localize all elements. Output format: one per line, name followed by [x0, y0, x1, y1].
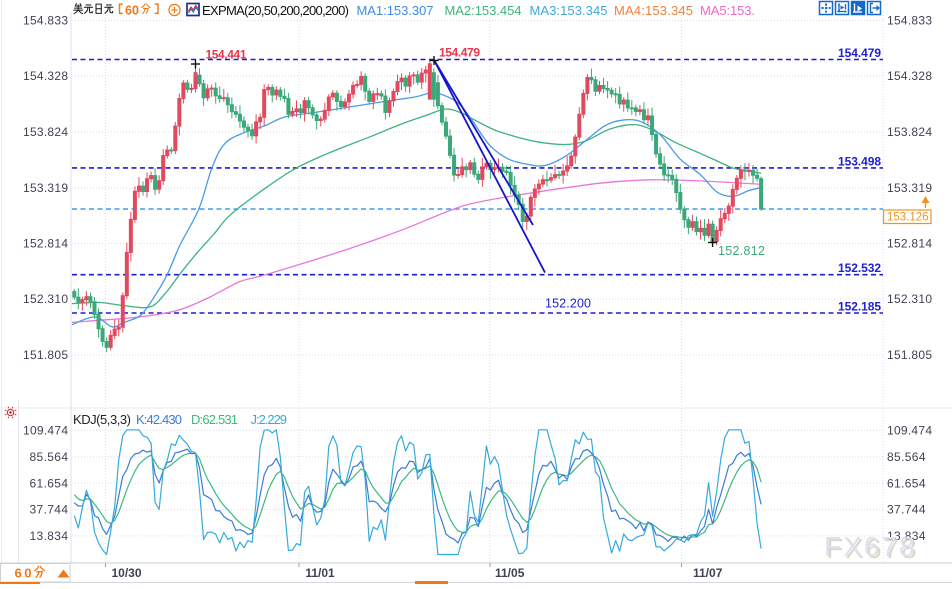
svg-text:11/01: 11/01: [305, 566, 335, 580]
svg-text:MA4:153.345: MA4:153.345: [614, 3, 693, 18]
svg-text:37.744: 37.744: [887, 503, 926, 517]
svg-text:FX678: FX678: [826, 533, 919, 564]
svg-text:153.319: 153.319: [23, 181, 68, 195]
svg-text:153.498: 153.498: [838, 154, 881, 168]
svg-text:151.805: 151.805: [887, 348, 932, 362]
svg-text:10/30: 10/30: [111, 566, 141, 580]
svg-text:154.479: 154.479: [838, 46, 881, 60]
svg-text:151.805: 151.805: [23, 348, 68, 362]
svg-text:11/05: 11/05: [495, 566, 525, 580]
svg-text:MA5:153.: MA5:153.: [700, 3, 755, 18]
svg-text:K:42.430: K:42.430: [136, 412, 182, 427]
svg-text:152.532: 152.532: [838, 261, 881, 275]
svg-text:61.654: 61.654: [30, 476, 69, 490]
svg-text:153.824: 153.824: [887, 125, 932, 139]
svg-text:109.474: 109.474: [887, 424, 932, 438]
svg-text:152.310: 152.310: [887, 292, 932, 306]
svg-text:154.328: 154.328: [23, 69, 68, 83]
svg-text:85.564: 85.564: [30, 450, 69, 464]
svg-text:153.126: 153.126: [887, 212, 929, 224]
svg-text:MA3:153.345: MA3:153.345: [530, 3, 608, 18]
svg-text:MA2:153.454: MA2:153.454: [445, 3, 522, 18]
svg-text:152.200: 152.200: [545, 297, 591, 311]
svg-text:152.310: 152.310: [23, 292, 68, 306]
svg-text:109.474: 109.474: [23, 424, 68, 438]
svg-text:D:62.531: D:62.531: [191, 412, 238, 427]
svg-text:37.744: 37.744: [30, 503, 69, 517]
svg-text:85.564: 85.564: [887, 450, 926, 464]
svg-text:154.328: 154.328: [887, 69, 932, 83]
svg-text:153.319: 153.319: [887, 181, 932, 195]
svg-text:KDJ(5,3,3): KDJ(5,3,3): [73, 412, 131, 427]
svg-text:153.824: 153.824: [23, 125, 68, 139]
svg-text:154.833: 154.833: [23, 14, 68, 28]
svg-text:154.833: 154.833: [887, 14, 932, 28]
svg-text:11/07: 11/07: [693, 566, 723, 580]
svg-text:EXPMA(20,50,200,200,200): EXPMA(20,50,200,200,200): [202, 3, 349, 18]
svg-text:152.812: 152.812: [718, 244, 765, 258]
svg-text:60: 60: [125, 4, 139, 18]
svg-text:152.814: 152.814: [23, 237, 68, 251]
svg-text:61.654: 61.654: [887, 476, 926, 490]
svg-text:MA1:153.307: MA1:153.307: [357, 3, 434, 18]
svg-text:FX678: FX678: [824, 531, 917, 562]
svg-text:154.441: 154.441: [206, 48, 247, 62]
svg-text:13.834: 13.834: [30, 529, 69, 543]
svg-text:152.814: 152.814: [887, 237, 932, 251]
svg-text:13.834: 13.834: [887, 529, 926, 543]
svg-text:J:2.229: J:2.229: [251, 412, 288, 427]
svg-text:152.185: 152.185: [838, 300, 881, 314]
svg-text:154.479: 154.479: [439, 46, 480, 60]
